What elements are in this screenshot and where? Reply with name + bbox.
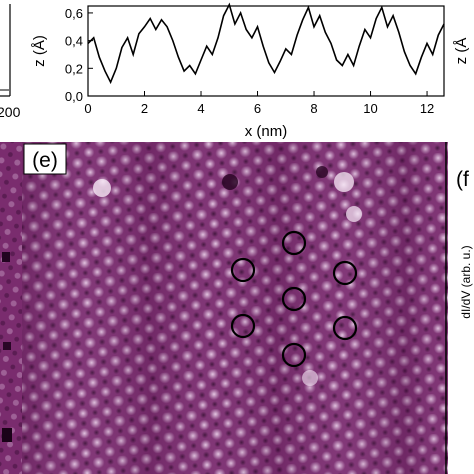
panel-f-ylabel: dI/dV (arb. u.) — [459, 245, 473, 318]
y-tick-label: 0,6 — [65, 6, 83, 21]
x-axis-ticks: 0 2 4 6 8 10 12 — [84, 91, 434, 116]
dark-spot — [2, 428, 12, 442]
panel-e-label-box — [23, 143, 67, 175]
marked-circles — [230, 230, 358, 368]
y-axis-ticks: 0,0 0,2 0,4 0,6 — [65, 6, 93, 104]
marker-circle — [332, 260, 358, 286]
dark-feature — [222, 174, 238, 190]
panel-f-label: (f — [456, 168, 469, 191]
x-tick-label: 12 — [420, 101, 434, 116]
bright-feature — [346, 206, 362, 222]
marker-circle — [281, 286, 307, 312]
marker-circle — [281, 342, 307, 368]
x-tick-label: 8 — [310, 101, 317, 116]
bright-feature — [93, 179, 111, 197]
bright-feature — [302, 370, 318, 386]
dark-feature — [316, 166, 328, 178]
x-tick-label: 6 — [254, 101, 261, 116]
marker-circle — [332, 315, 358, 341]
marker-circle — [230, 313, 256, 339]
marker-circle — [281, 230, 307, 256]
dark-spot — [2, 252, 10, 262]
plot-frame — [87, 5, 445, 97]
stm-vertical-bands — [22, 142, 448, 474]
dark-spot — [3, 342, 11, 350]
x-tick-label: 0 — [84, 101, 91, 116]
marker-circle — [230, 257, 256, 283]
y-tick-label: 0,0 — [65, 89, 83, 104]
x-axis-label: x (nm) — [245, 123, 288, 140]
y-axis-label: z (Å) — [31, 35, 48, 67]
panel-e-label: (e) — [32, 149, 58, 172]
x-tick-label: 4 — [197, 101, 204, 116]
y-tick-label: 0,2 — [65, 61, 83, 76]
left-strip-lattice — [0, 142, 24, 474]
x-tick-label: 10 — [363, 101, 377, 116]
panel-f-partial: (f dI/dV (arb. u.) — [456, 168, 473, 319]
height-profile-chart: 0,0 0,2 0,4 0,6 0 2 4 6 8 10 12 z (Å) x (nm) z (Å — [31, 2, 470, 140]
x-tick-label: 2 — [141, 101, 148, 116]
series-line — [87, 2, 445, 85]
left-stm-strip — [0, 142, 24, 474]
y-tick-label: 0,4 — [65, 34, 83, 49]
right-edge-axis-label: z (Å — [453, 38, 470, 65]
stm-image-panel-e: (e) — [22, 142, 448, 474]
bright-feature — [334, 172, 354, 192]
